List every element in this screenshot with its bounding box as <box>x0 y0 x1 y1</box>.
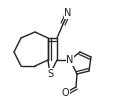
Text: O: O <box>61 88 69 98</box>
Text: S: S <box>47 69 53 79</box>
Text: N: N <box>64 8 72 18</box>
Text: N: N <box>66 55 74 65</box>
